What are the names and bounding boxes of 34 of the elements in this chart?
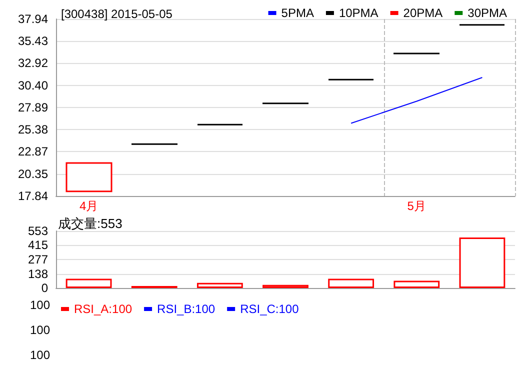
text: 100 <box>30 348 50 362</box>
y-tick-label: 20.35 <box>18 166 48 181</box>
bar <box>394 280 440 288</box>
legend-label: 30PMA <box>468 6 508 20</box>
y-tick-label: 277 <box>28 252 48 266</box>
y-tick-label: 35.43 <box>18 34 48 48</box>
chart-title: [300438] 2015-05-05 <box>61 7 173 21</box>
y-tick-label: 37.94 <box>18 12 48 26</box>
bar <box>459 237 506 288</box>
y-tick-label: 553 <box>28 224 48 238</box>
text: 100 <box>30 298 50 312</box>
legend-label: RSI_A:100 <box>74 302 132 316</box>
bar <box>66 278 112 288</box>
legend-label: 20PMA <box>403 6 443 20</box>
y-tick-label: 138 <box>28 266 48 281</box>
text: 成交量:553 <box>58 216 122 231</box>
y-tick-label: 27.89 <box>18 100 48 114</box>
legend-label: 5PMA <box>281 6 314 20</box>
y-tick-label: 32.92 <box>18 56 48 70</box>
bar <box>328 278 374 288</box>
y-tick-label: 22.87 <box>18 144 48 159</box>
x-tick-label: 4月 <box>79 199 98 213</box>
y-tick-label: 25.38 <box>18 122 48 137</box>
bar <box>196 282 243 288</box>
legend-label: 10PMA <box>338 6 378 20</box>
y-tick-label: 415 <box>28 238 48 252</box>
y-tick-label: 17.84 <box>18 189 48 203</box>
legend-label: RSI_B:100 <box>157 302 216 316</box>
text: 100 <box>30 323 50 337</box>
y-tick-label: 30.40 <box>18 78 48 92</box>
x-tick-label: 5月 <box>407 199 426 213</box>
y-tick-label: 0 <box>41 281 48 295</box>
legend-label: RSI_C:100 <box>240 302 300 316</box>
candlestick <box>66 162 112 192</box>
